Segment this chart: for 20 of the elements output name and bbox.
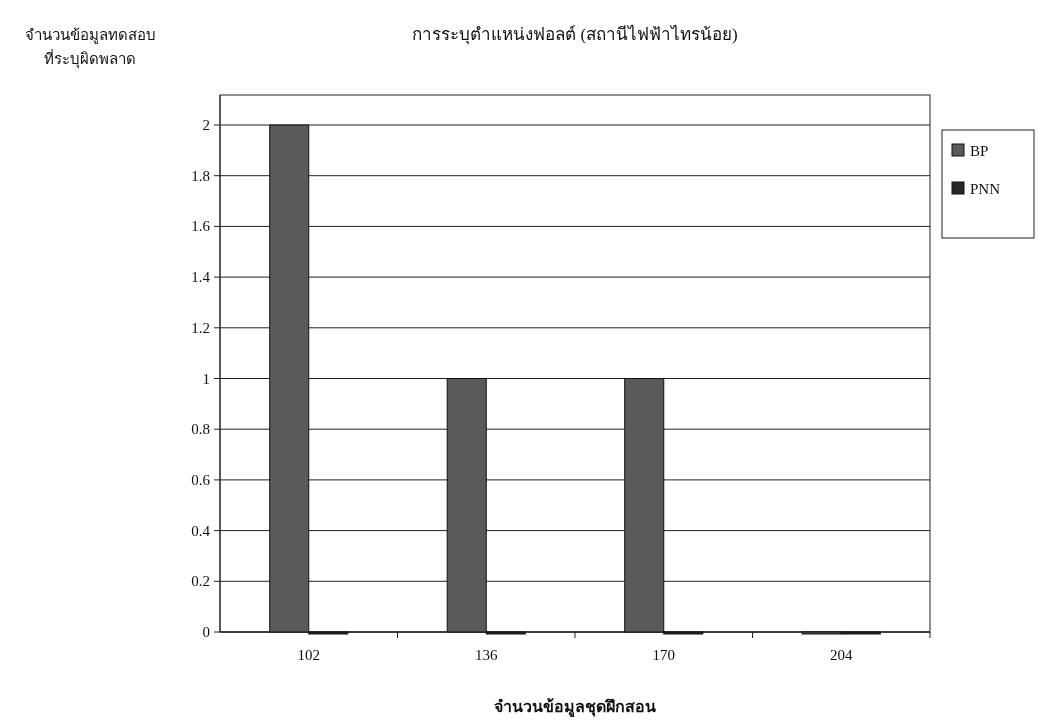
y-tick-label: 1.2 [191,319,210,336]
chart-title: การระบุตำแหน่งฟอลต์ (สถานีไฟฟ้าไทรน้อย) [412,24,738,45]
y-tick-label: 0.6 [191,471,211,488]
legend-label: BP [970,143,989,159]
y-tick-label: 0 [202,624,210,640]
y-tick-label: 1.6 [191,218,211,235]
x-tick-label: 170 [652,647,675,663]
y-tick-label: 0.4 [191,522,211,539]
x-tick-label: 204 [830,647,853,663]
x-tick-label: 136 [475,647,498,663]
y-tick-label: 1.4 [191,269,211,286]
y-axis-title: จำนวนข้อมูลทดสอบ ที่ระบุผิดพลาด [24,27,156,69]
y-tick-label: 1.8 [191,167,210,184]
legend-label: PNN [970,181,1001,197]
x-axis-title: จำนวนข้อมูลชุดฝึกสอน [494,698,656,718]
y-tick-label: 0.2 [191,573,210,590]
y-tick-label: 0.8 [191,421,210,438]
y-tick-label: 2 [202,117,210,133]
x-tick-label: 102 [297,647,320,663]
y-tick-label: 1 [202,370,210,387]
